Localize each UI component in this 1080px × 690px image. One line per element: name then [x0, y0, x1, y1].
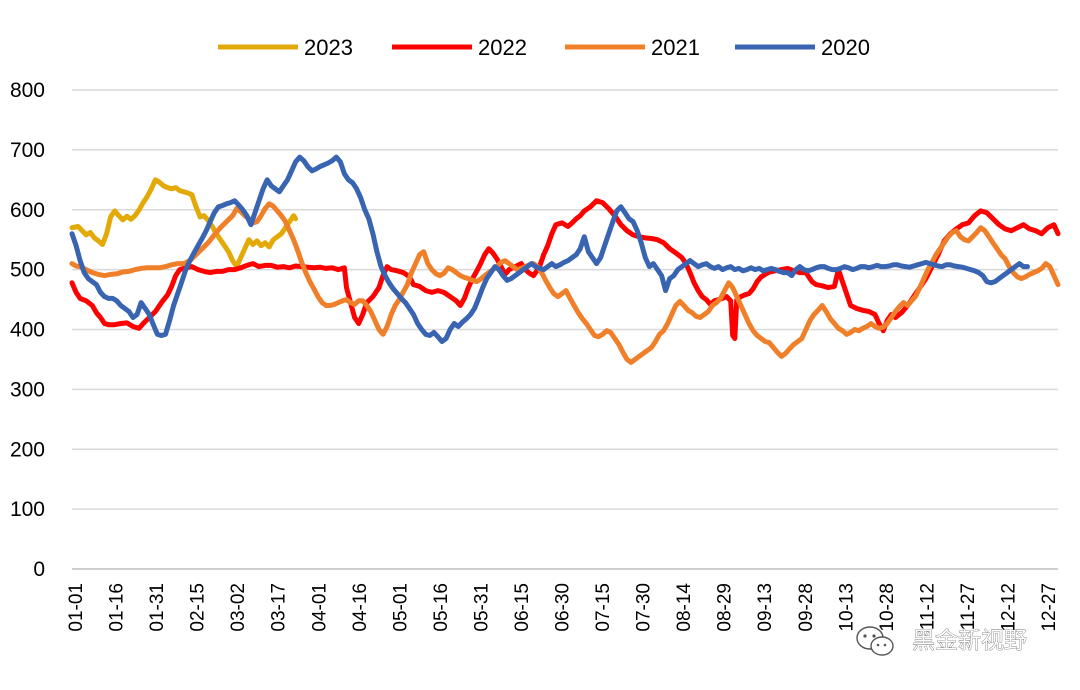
x-tick-label: 07-15 [593, 583, 614, 632]
x-tick-label: 03-17 [269, 583, 290, 632]
y-tick-label: 300 [10, 378, 45, 401]
y-tick-label: 800 [10, 79, 45, 102]
x-tick-label: 05-31 [471, 583, 492, 632]
gridlines [72, 89, 1058, 570]
x-tick-label: 08-14 [674, 583, 695, 632]
legend: 2023 2022 2021 2020 [218, 35, 870, 60]
y-tick-label: 100 [10, 498, 45, 521]
x-tick-label: 01-16 [107, 583, 128, 632]
x-tick-label: 01-01 [66, 583, 87, 632]
series-lines [69, 154, 1061, 365]
y-tick-label: 400 [10, 319, 45, 342]
y-axis-ticks: 0 100 200 300 400 500 600 700 800 [10, 79, 45, 581]
x-tick-label: 12-12 [998, 583, 1019, 632]
watermark: 黑金新视野 [856, 626, 1027, 656]
watermark-text: 黑金新视野 [912, 628, 1027, 654]
y-tick-label: 600 [10, 199, 45, 222]
x-axis-ticks: 01-01 01-16 01-31 02-15 03-02 03-17 04-01 04-16… [66, 583, 1060, 632]
x-tick-label: 01-31 [147, 583, 168, 632]
y-tick-label: 700 [10, 139, 45, 162]
x-tick-label: 04-01 [309, 583, 330, 632]
x-tick-label: 11-27 [958, 583, 979, 630]
y-tick-label: 200 [10, 438, 45, 461]
x-tick-label: 12-27 [1039, 583, 1060, 632]
x-tick-label: 09-28 [796, 583, 817, 632]
x-tick-label: 02-15 [188, 583, 209, 632]
y-tick-label: 500 [10, 259, 45, 282]
wechat-icon [856, 626, 894, 656]
x-tick-label: 05-01 [390, 583, 411, 632]
x-tick-label: 06-30 [553, 583, 574, 632]
x-tick-label: 09-13 [755, 583, 776, 632]
legend-label-2022: 2022 [478, 35, 527, 60]
series-line-2021 [69, 201, 1061, 365]
x-tick-label: 05-16 [431, 583, 452, 632]
x-tick-label: 08-29 [715, 583, 736, 632]
x-tick-label: 04-16 [350, 583, 371, 632]
x-tick-label: 07-30 [634, 583, 655, 632]
x-tick-label: 03-02 [228, 583, 249, 632]
series-line-2023 [69, 177, 299, 270]
legend-label-2023: 2023 [304, 35, 353, 60]
x-tick-label: 06-15 [512, 583, 533, 632]
y-tick-label: 0 [33, 558, 45, 581]
x-tick-label: 10-13 [836, 583, 857, 632]
x-tick-label: 10-28 [877, 583, 898, 632]
series-line-2022 [69, 198, 1061, 341]
legend-label-2020: 2020 [821, 35, 870, 60]
x-tick-label: 11-12 [917, 583, 938, 630]
series-line-2020 [69, 154, 1030, 344]
legend-label-2021: 2021 [651, 35, 700, 60]
